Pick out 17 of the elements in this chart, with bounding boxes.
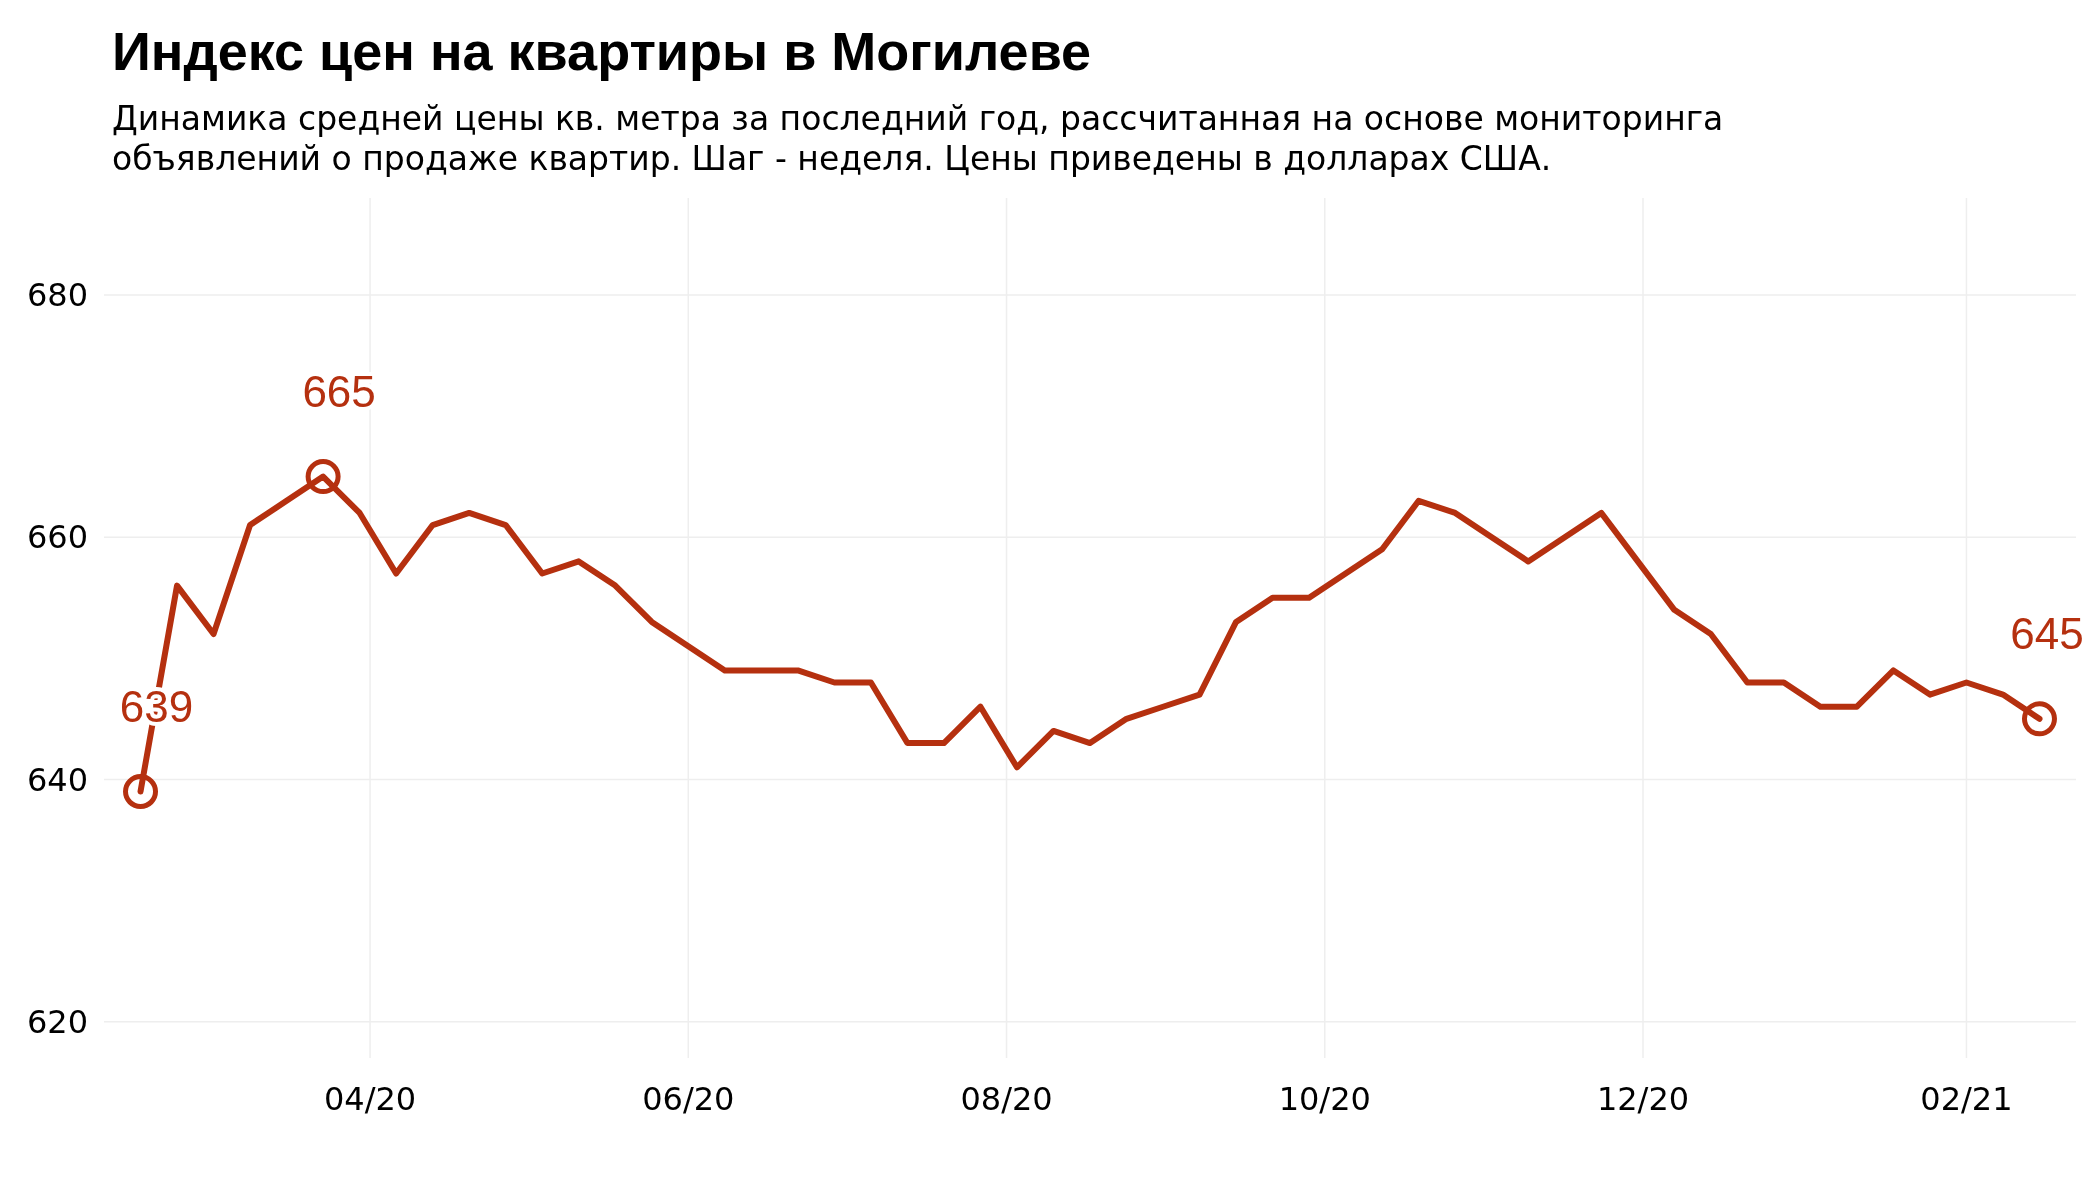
y-tick-label: 680 [26, 276, 88, 315]
x-tick-label: 12/20 [1596, 1080, 1690, 1118]
chart-title: Индекс цен на квартиры в Могилеве [112, 21, 1092, 81]
point [123, 774, 159, 810]
point [2021, 701, 2057, 737]
x-tick-label: 06/20 [642, 1080, 735, 1118]
x-tick-label: 02/21 [1920, 1080, 2013, 1118]
annotation: 665 [302, 366, 376, 416]
y-tick-label: 620 [26, 1002, 88, 1041]
annotation: 645 [2010, 608, 2084, 658]
y-tick-label: 640 [26, 760, 88, 799]
x-tick-label: 08/20 [960, 1080, 1053, 1118]
point [305, 459, 341, 495]
x-tick-label: 04/20 [323, 1080, 417, 1118]
y-tick-label: 660 [26, 518, 88, 557]
x-tick-label: 10/20 [1278, 1080, 1371, 1118]
chart-subtitle: Динамика средней цены кв. метра за последний год, рассчитанная на основе мониторинга объявлений о продаже квартир. Шаг - неделя. Цены приведены в долларах США. [112, 99, 1724, 178]
